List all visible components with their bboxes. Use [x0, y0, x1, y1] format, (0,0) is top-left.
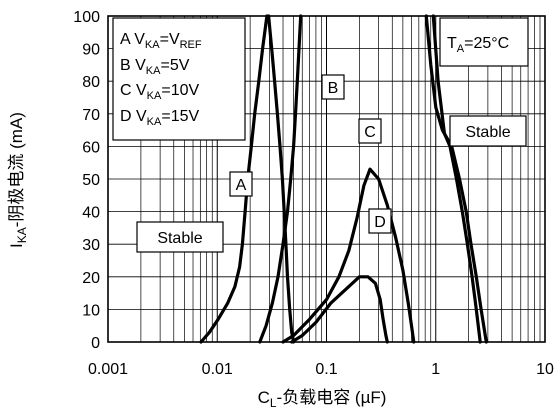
svg-text:A: A	[236, 177, 247, 194]
y-tick-label: 80	[82, 74, 100, 91]
y-tick-label: 10	[82, 302, 100, 319]
series-a-line	[267, 14, 296, 344]
legend-entry-b: B VKA=5V	[120, 57, 190, 77]
svg-text:B: B	[328, 80, 339, 97]
svg-text:IKA-阴极电流 (mA): IKA-阴极电流 (mA)	[7, 112, 29, 248]
svg-text:Stable: Stable	[157, 230, 202, 247]
curve-label-b: B	[321, 74, 345, 100]
x-tick-label: 0.1	[315, 361, 337, 378]
y-tick-label: 70	[82, 107, 100, 124]
y-tick-label: 50	[82, 172, 100, 189]
y-tick-label: 90	[82, 42, 100, 59]
series-d-line	[290, 275, 389, 344]
y-tick-label: 100	[73, 9, 100, 26]
curve-label-c: C	[358, 118, 382, 144]
stable-label-right: Stable	[449, 115, 527, 147]
x-tick-label: 0.01	[202, 361, 233, 378]
svg-text:CL-负载电容 (µF): CL-负载电容 (µF)	[258, 388, 387, 410]
legend-entry-d: D VKA=15V	[120, 108, 200, 128]
svg-text:C: C	[364, 124, 376, 141]
condition-box: TA=25°C	[439, 17, 529, 67]
y-tick-label: 30	[82, 237, 100, 254]
plot-frame	[107, 15, 546, 343]
y-axis-title: IKA-阴极电流 (mA)	[7, 112, 29, 248]
legend-entry-c: C VKA=10V	[120, 82, 200, 102]
series-c-line	[281, 167, 416, 344]
y-tick-label: 0	[91, 335, 100, 352]
y-tick-label: 20	[82, 270, 100, 287]
svg-text:D: D	[374, 214, 386, 231]
condition-label: TA=25°C	[447, 35, 509, 55]
svg-text:Stable: Stable	[465, 124, 510, 141]
x-tick-label: 1	[431, 361, 440, 378]
curve-label-d: D	[368, 208, 392, 234]
curves	[199, 14, 488, 344]
series-b-line	[431, 14, 482, 344]
stable-label-left: Stable	[136, 221, 224, 253]
series-b-line	[258, 14, 303, 344]
x-tick-label: 0.001	[88, 361, 128, 378]
x-tick-label: 10	[536, 361, 554, 378]
legend-entry-a: A VKA=VREF	[120, 31, 202, 51]
curve-label-a: A	[229, 171, 253, 197]
y-tick-label: 40	[82, 205, 100, 222]
x-axis-title: CL-负载电容 (µF)	[258, 388, 387, 410]
series-a-line	[199, 14, 269, 344]
legend-box: A VKA=VREF B VKA=5V C VKA=10V D VKA=15V	[112, 17, 246, 141]
y-tick-label: 60	[82, 139, 100, 156]
series-c-line	[424, 14, 488, 344]
